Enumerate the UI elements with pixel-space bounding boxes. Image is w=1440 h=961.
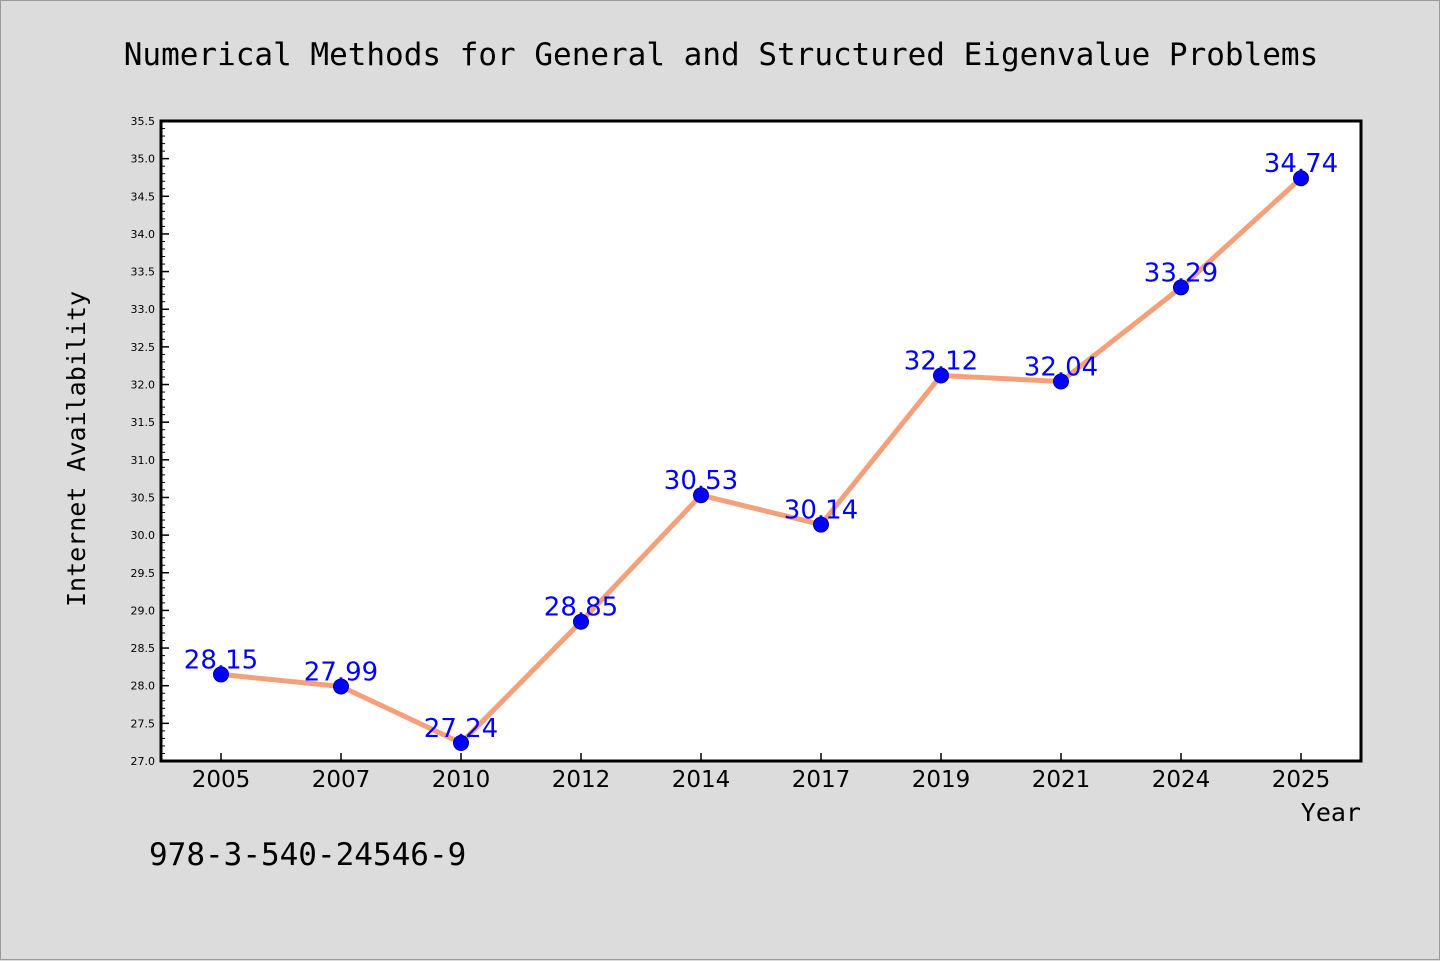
x-tick-label: 2021 — [1032, 767, 1091, 793]
data-label: 30.14 — [784, 496, 858, 526]
y-tick-label: 33.0 — [131, 303, 156, 316]
data-point — [693, 487, 709, 504]
y-tick-label: 30.0 — [131, 529, 156, 542]
data-label: 33.29 — [1144, 258, 1218, 288]
y-tick-label: 32.5 — [131, 341, 156, 354]
y-tick-label: 34.5 — [131, 190, 156, 203]
data-point — [813, 516, 829, 533]
y-tick-label: 33.5 — [131, 266, 156, 279]
y-tick-label: 27.5 — [131, 717, 156, 730]
y-tick-label: 29.5 — [131, 567, 156, 580]
x-tick-label: 2024 — [1152, 767, 1211, 793]
data-label: 28.85 — [544, 593, 618, 623]
x-tick-label: 2010 — [432, 767, 491, 793]
data-labels-group: 28.15 27.99 27.24 28.85 30.53 30.14 32.12 32.04… — [184, 149, 1338, 744]
x-tick-label: 2014 — [672, 767, 731, 793]
data-label: 28.15 — [184, 645, 258, 675]
x-axis-label: Year — [1301, 798, 1361, 827]
y-tick-label: 28.0 — [131, 680, 156, 693]
y-tick-label: 35.5 — [131, 115, 156, 128]
x-tick-label: 2019 — [912, 767, 971, 793]
x-tick-label: 2007 — [312, 767, 371, 793]
chart-title: Numerical Methods for General and Struct… — [124, 37, 1318, 73]
data-label: 27.24 — [424, 714, 498, 744]
data-point — [1293, 170, 1309, 187]
data-label: 32.12 — [904, 346, 978, 376]
data-point — [1173, 279, 1189, 296]
data-point — [573, 613, 589, 630]
y-tick-label: 32.0 — [131, 379, 156, 392]
y-axis-label: Internet Availability — [62, 291, 91, 607]
plot-area — [159, 119, 1363, 763]
data-point — [933, 367, 949, 384]
x-tick-label: 2005 — [192, 767, 251, 793]
data-label: 34.74 — [1264, 149, 1338, 179]
y-tick-label: 35.0 — [131, 153, 156, 166]
data-label: 30.53 — [664, 466, 738, 496]
x-axis: 2005 2007 2010 2012 2014 2017 2019 2021 2024 2025 — [192, 753, 1331, 793]
y-axis: 27.0 27.5 28.0 28.5 29.0 29.5 30.0 30.5 31.0 31.5… — [131, 115, 169, 768]
markers-group — [213, 170, 1309, 751]
data-point — [213, 666, 229, 683]
data-point — [1053, 373, 1069, 390]
series-group — [218, 175, 1304, 746]
y-tick-label: 27.0 — [131, 755, 156, 768]
y-tick-label: 31.0 — [131, 454, 156, 467]
x-tick-label: 2012 — [552, 767, 611, 793]
x-tick-label: 2025 — [1272, 767, 1331, 793]
data-label: 32.04 — [1024, 353, 1098, 383]
data-label: 27.99 — [304, 657, 378, 687]
isbn-text: 978-3-540-24546-9 — [149, 837, 466, 873]
x-tick-label: 2017 — [792, 767, 851, 793]
y-tick-label: 30.5 — [131, 491, 156, 504]
y-tick-label: 31.5 — [131, 416, 156, 429]
data-point — [333, 678, 349, 695]
y-tick-label: 28.5 — [131, 642, 156, 655]
series-line — [218, 175, 1304, 746]
y-tick-label: 34.0 — [131, 228, 156, 241]
y-tick-label: 29.0 — [131, 604, 156, 617]
data-point — [453, 734, 469, 751]
